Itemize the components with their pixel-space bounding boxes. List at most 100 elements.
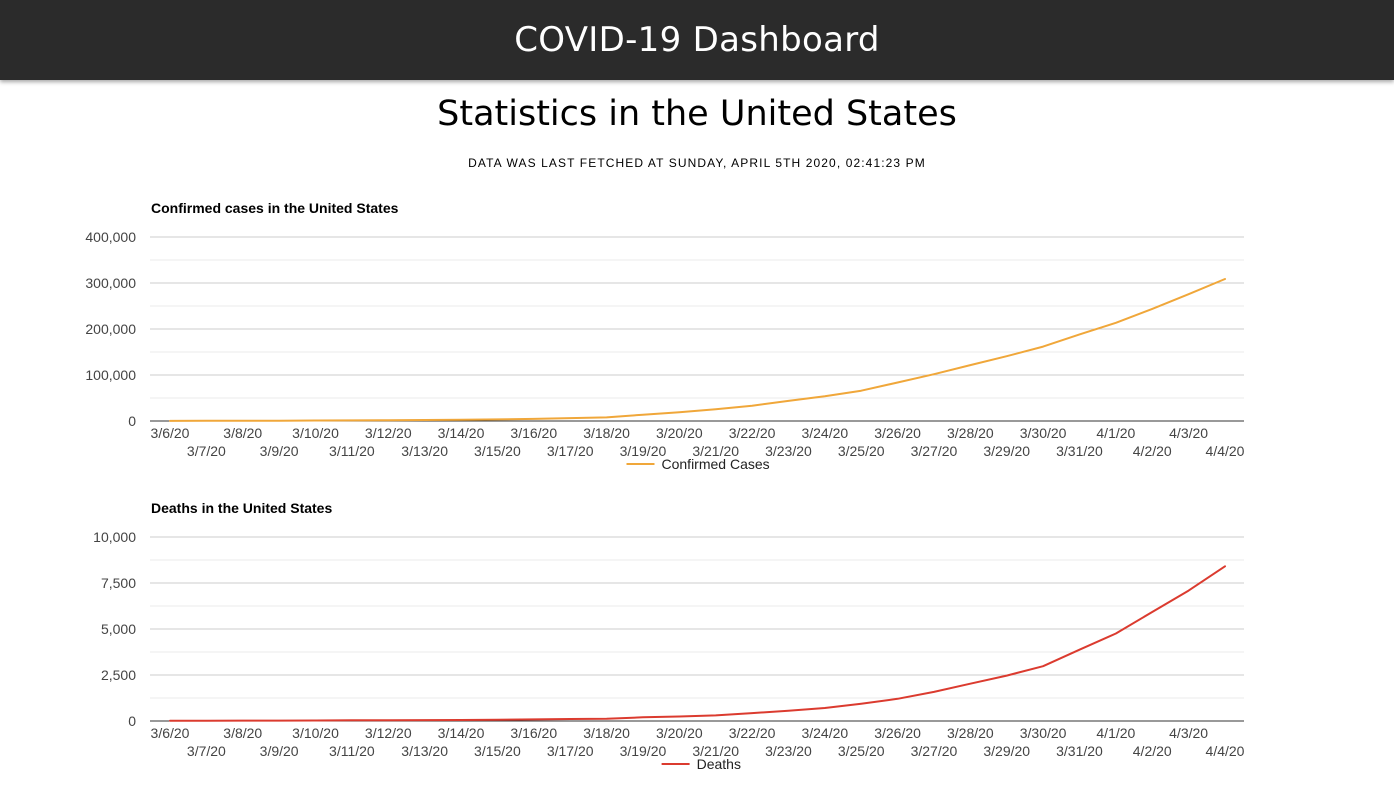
data-point bbox=[423, 718, 427, 722]
data-point bbox=[532, 717, 536, 721]
x-tick-label: 3/31/20 bbox=[1056, 743, 1103, 759]
data-point bbox=[641, 715, 645, 719]
x-tick-label: 3/29/20 bbox=[983, 743, 1030, 759]
x-tick-label: 3/30/20 bbox=[1020, 725, 1067, 741]
data-point bbox=[1187, 589, 1191, 593]
x-tick-label: 3/18/20 bbox=[583, 425, 630, 441]
chart-title: Deaths in the United States bbox=[151, 500, 332, 516]
x-tick-label: 4/2/20 bbox=[1133, 443, 1172, 459]
data-point bbox=[350, 718, 354, 722]
x-tick-label: 4/1/20 bbox=[1096, 425, 1135, 441]
y-tick-label: 10,000 bbox=[93, 529, 136, 545]
x-tick-label: 3/24/20 bbox=[801, 725, 848, 741]
data-point bbox=[786, 399, 790, 403]
data-point bbox=[932, 372, 936, 376]
x-tick-label: 4/3/20 bbox=[1169, 725, 1208, 741]
x-tick-label: 3/23/20 bbox=[765, 743, 812, 759]
data-point bbox=[568, 416, 572, 420]
legend-label: Confirmed Cases bbox=[662, 456, 770, 472]
x-tick-label: 3/12/20 bbox=[365, 425, 412, 441]
data-point bbox=[1005, 674, 1009, 678]
data-point bbox=[786, 709, 790, 713]
page-title: Statistics in the United States bbox=[437, 94, 957, 134]
data-point bbox=[459, 418, 463, 422]
data-point bbox=[532, 417, 536, 421]
data-point bbox=[423, 418, 427, 422]
data-point bbox=[641, 413, 645, 417]
data-point bbox=[204, 719, 208, 723]
y-tick-label: 7,500 bbox=[101, 575, 136, 591]
x-tick-label: 3/21/20 bbox=[692, 443, 739, 459]
x-tick-label: 3/26/20 bbox=[874, 725, 921, 741]
y-tick-label: 200,000 bbox=[85, 321, 136, 337]
data-point bbox=[386, 418, 390, 422]
x-tick-label: 4/1/20 bbox=[1096, 725, 1135, 741]
x-tick-label: 3/18/20 bbox=[583, 725, 630, 741]
data-point bbox=[714, 407, 718, 411]
x-tick-label: 3/28/20 bbox=[947, 725, 994, 741]
x-tick-label: 3/17/20 bbox=[547, 743, 594, 759]
chart-title: Confirmed cases in the United States bbox=[151, 200, 399, 216]
data-point bbox=[314, 718, 318, 722]
data-point bbox=[1150, 307, 1154, 311]
series-line-confirmed-cases bbox=[169, 278, 1226, 422]
data-point bbox=[168, 719, 172, 723]
x-tick-label: 4/3/20 bbox=[1169, 425, 1208, 441]
data-point bbox=[932, 690, 936, 694]
y-tick-label: 5,000 bbox=[101, 621, 136, 637]
x-tick-label: 3/25/20 bbox=[838, 443, 885, 459]
confirmed-cases-chart: Confirmed cases in the United States 0 100… bbox=[85, 200, 1244, 472]
x-tick-label: 3/27/20 bbox=[911, 743, 958, 759]
x-tick-label: 3/16/20 bbox=[510, 725, 557, 741]
data-point bbox=[1041, 345, 1045, 349]
x-tick-label: 3/19/20 bbox=[620, 743, 667, 759]
x-tick-label: 3/8/20 bbox=[223, 425, 262, 441]
x-tick-label: 3/20/20 bbox=[656, 425, 703, 441]
x-tick-label: 3/13/20 bbox=[401, 443, 448, 459]
x-tick-label: 3/17/20 bbox=[547, 443, 594, 459]
x-tick-label: 3/8/20 bbox=[223, 725, 262, 741]
data-point bbox=[968, 363, 972, 367]
data-point bbox=[714, 713, 718, 717]
data-point bbox=[1114, 321, 1118, 325]
data-point bbox=[750, 404, 754, 408]
data-point bbox=[495, 417, 499, 421]
last-fetched-text: Data was last fetched at Sunday, April 5… bbox=[468, 156, 926, 170]
x-tick-label: 3/13/20 bbox=[401, 743, 448, 759]
x-tick-label: 4/2/20 bbox=[1133, 743, 1172, 759]
x-tick-label: 3/30/20 bbox=[1020, 425, 1067, 441]
data-point bbox=[859, 389, 863, 393]
x-tick-label: 3/14/20 bbox=[438, 725, 485, 741]
y-tick-label: 400,000 bbox=[85, 229, 136, 245]
x-tick-label: 3/15/20 bbox=[474, 443, 521, 459]
data-point bbox=[1150, 610, 1154, 614]
data-point bbox=[386, 718, 390, 722]
y-tick-label: 0 bbox=[128, 413, 136, 429]
x-tick-label: 3/22/20 bbox=[729, 725, 776, 741]
data-point bbox=[1223, 277, 1227, 281]
x-tick-label: 3/10/20 bbox=[292, 425, 339, 441]
data-point bbox=[459, 718, 463, 722]
x-tick-label: 3/7/20 bbox=[187, 743, 226, 759]
x-tick-label: 3/16/20 bbox=[510, 425, 557, 441]
data-point bbox=[350, 418, 354, 422]
data-point bbox=[605, 717, 609, 721]
y-tick-label: 0 bbox=[128, 713, 136, 729]
x-tick-label: 3/9/20 bbox=[260, 743, 299, 759]
x-tick-label: 3/20/20 bbox=[656, 725, 703, 741]
x-tick-label: 3/6/20 bbox=[151, 425, 190, 441]
data-point bbox=[1077, 332, 1081, 336]
data-point bbox=[1005, 354, 1009, 358]
x-tick-label: 3/19/20 bbox=[620, 443, 667, 459]
data-point bbox=[204, 419, 208, 423]
data-point bbox=[277, 719, 281, 723]
x-tick-label: 3/12/20 bbox=[365, 725, 412, 741]
x-tick-label: 3/27/20 bbox=[911, 443, 958, 459]
app-header: COVID-19 Dashboard bbox=[0, 0, 1394, 80]
x-tick-label: 3/11/20 bbox=[329, 443, 375, 459]
x-tick-label: 3/11/20 bbox=[329, 743, 375, 759]
data-point bbox=[1041, 664, 1045, 668]
x-tick-label: 3/14/20 bbox=[438, 425, 485, 441]
data-point bbox=[896, 380, 900, 384]
data-point bbox=[896, 697, 900, 701]
